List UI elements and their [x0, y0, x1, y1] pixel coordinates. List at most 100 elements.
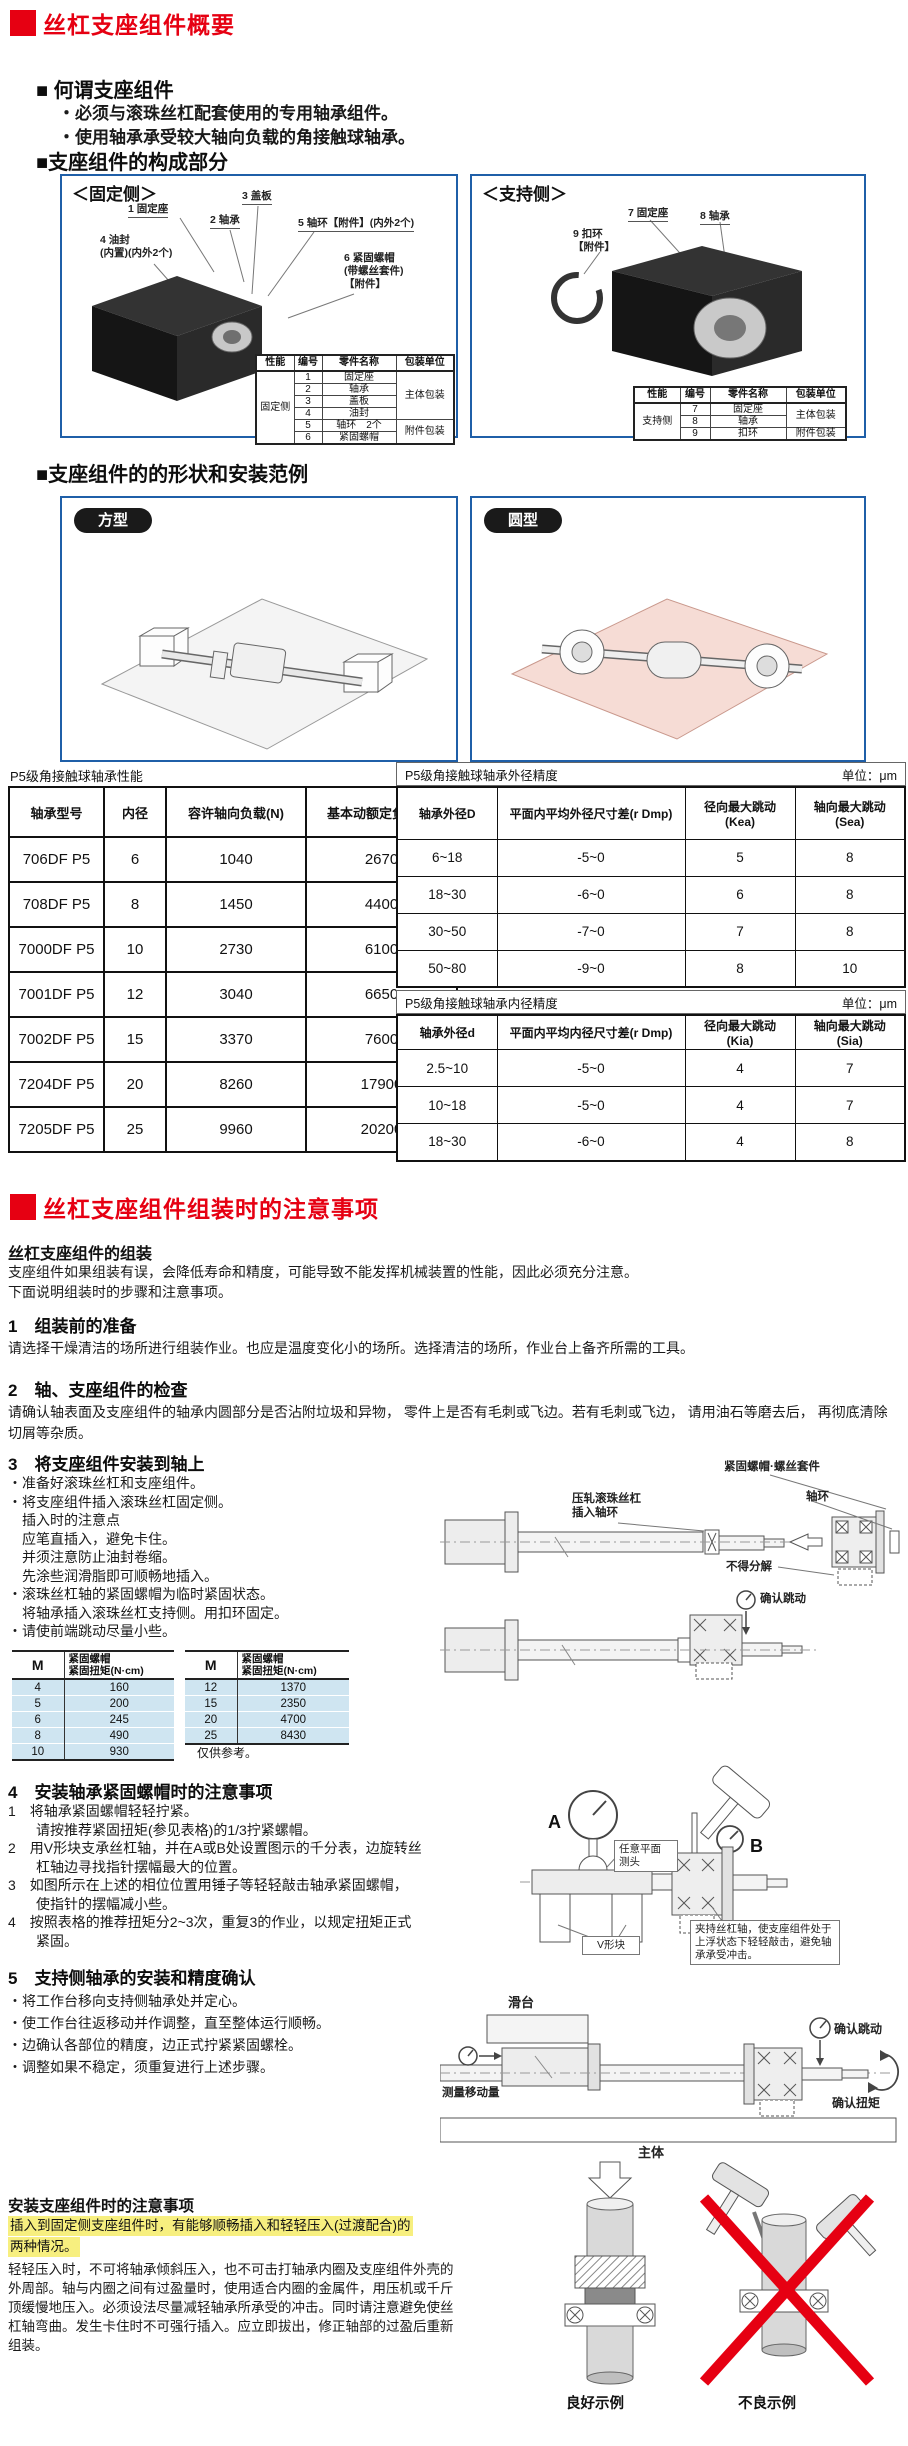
callout-lock-nut: 6 紧固螺帽 (带螺丝套件) 【附件】 [344, 252, 404, 291]
table-row: 30~50 -7~0 7 8 [396, 912, 906, 951]
label-check-runout-5: 确认跳动 [834, 2022, 883, 2036]
table-row: 12 1370 [185, 1678, 349, 1696]
col-header-m: M [185, 1651, 238, 1680]
label-slide-table: 滑台 [508, 1995, 535, 2010]
final-body: 轻轻压入时，不可将轴承倾斜压入，也不可击打轴承内圈及支座组件外壳的外周部。轴与内… [8, 2262, 454, 2353]
table-cell: 4 [12, 1678, 65, 1696]
table-row: 7000DF P5 10 2730 6100 [8, 926, 458, 973]
table-cell: 8 [794, 838, 906, 877]
notes-title: 丝杠支座组件组装时的注意事项 [43, 1196, 379, 1222]
step4-line: 4 按照表格的推荐扭矩分2~3次，重复3的作业，以规定扭矩正式 [8, 1914, 412, 1930]
table-cell: 2730 [165, 926, 307, 973]
col-header: 编号 [679, 386, 711, 404]
heading-what-is: ■ 何谓支座组件 [36, 80, 174, 102]
highlight-text-2: 两种情况。 [8, 2237, 80, 2257]
final-highlight-1: 插入到固定侧支座组件时，有能够顺畅插入和轻轻压入(过渡配合)的 [8, 2216, 413, 2236]
step3-line: 插入时的注意点 [8, 1512, 120, 1528]
table-header-row: 轴承外径d 平面内平均内径尺寸差(r Dmp) 径向最大跳动 (Kia) 轴向最… [396, 1014, 906, 1050]
table-cell: 10 [794, 949, 906, 988]
torque-note: 仅供参考。 [197, 1746, 258, 1760]
packaging-cell: 附件包装 [785, 427, 847, 441]
table-row: 7001DF P5 12 3040 6650 [8, 971, 458, 1018]
table-row: 2 轴承 [256, 383, 454, 396]
step4-diagram [520, 1765, 788, 1943]
support-side-label: ＜支持侧＞ [482, 185, 567, 204]
table-cell: 9960 [165, 1106, 307, 1153]
torque-header-line1: 紧固螺帽 [68, 1653, 111, 1665]
table-cell: 8 [679, 415, 711, 428]
intro-line-1: 支座组件如果组装有误，会降低寿命和精度，可能导致不能发挥机械装置的性能，因此必须… [8, 1264, 638, 1280]
table-row: 18~30 -6~0 6 8 [396, 875, 906, 914]
col-header: 性能 [255, 354, 295, 372]
table-cell: 30~50 [396, 912, 498, 951]
step4-line: 1 将轴承紧固螺帽轻轻拧紧。 [8, 1803, 198, 1819]
table-row: 6 紧固螺帽 [256, 431, 454, 445]
table-cell: 1370 [237, 1678, 349, 1696]
callout-support-bearing: 8 轴承 [700, 210, 730, 225]
step2-text: 请确认轴表面及支座组件的轴承内圆部分是否沾附垃圾和异物， 零件上是否有毛刺或飞边… [8, 1404, 888, 1441]
label-press-line2: 插入轴环 [572, 1507, 618, 1519]
col-header: 轴承外径d [396, 1014, 498, 1050]
col-header: 径向最大跳动 (Kia) [684, 1014, 796, 1050]
table-cell: -6~0 [496, 1123, 686, 1161]
table-row: 性能 编号 零件名称 包装单位 [255, 354, 455, 372]
table-header-row: M 紧固螺帽 紧固扭矩(N·cm) [185, 1651, 349, 1680]
table-cell: 7204DF P5 [8, 1061, 105, 1108]
table-row: 25 8430 [185, 1727, 349, 1744]
table-row: 8 490 [12, 1727, 174, 1744]
col-header: 性能 [633, 386, 681, 404]
square-type-box: 方型 [60, 496, 458, 762]
table-cell: 扣环 [709, 427, 787, 441]
notes-title-row: 丝杠支座组件组装时的注意事项 [10, 1190, 379, 1224]
col-header: 内径 [103, 786, 167, 838]
table-row: 6~18 -5~0 5 8 [396, 838, 906, 877]
table-cell: 8 [684, 949, 796, 988]
final-heading: 安装支座组件时的注意事项 [8, 2198, 195, 2215]
table-cell: 10 [12, 1743, 65, 1760]
step2-heading: 2 轴、支座组件的检查 [8, 1381, 188, 1400]
step3-line: ・准备好滚珠丝杠和支座组件。 [8, 1475, 204, 1491]
label-gauge-a: A [548, 1812, 561, 1832]
table-cell: 6 [684, 875, 796, 914]
label-main-body: 主体 [638, 2145, 665, 2160]
inner-precision-table: 轴承外径d 平面内平均内径尺寸差(r Dmp) 径向最大跳动 (Kia) 轴向最… [396, 1014, 906, 1162]
table-cell: 1450 [165, 881, 307, 928]
table-cell: 930 [64, 1743, 174, 1760]
fixed-side-label: ＜固定侧＞ [72, 185, 157, 204]
col-header: 轴承型号 [8, 786, 105, 838]
label-press-line1: 压轧滚珠丝杠 [572, 1493, 641, 1505]
label-check-runout-3: 确认跳动 [760, 1593, 806, 1605]
table-cell: 轴承 [709, 415, 787, 428]
table-cell: 7001DF P5 [8, 971, 105, 1018]
table-cell: 固定座 [709, 402, 787, 416]
table-row: 10 930 [12, 1743, 174, 1760]
table-cell: 18~30 [396, 875, 498, 914]
table-row: 9 扣环 附件包装 [634, 427, 847, 441]
label-press-insert: 压轧滚珠丝杠 插入轴环 [572, 1492, 641, 1520]
callout-line3: 承承受冲击。 [695, 1949, 758, 1961]
support-side-parts-table: 性能 编号 零件名称 包装单位 支持侧 7 固定座 主体包装 8 轴承 9 扣环 附件… [633, 386, 847, 441]
table-cell: 7205DF P5 [8, 1106, 105, 1153]
press-down-arrow-icon [587, 2161, 633, 2199]
table-cell: 50~80 [396, 949, 498, 988]
step5-line: ・使工作台往返移动并作调整，直至整体运行顺畅。 [8, 2015, 330, 2031]
table-header-row: 轴承外径D 平面内平均外径尺寸差(r Dmp) 径向最大跳动 (Kea) 轴向最… [396, 786, 906, 840]
table-row: 7002DF P5 15 3370 7600 [8, 1016, 458, 1063]
table-cell: 轴环 2个 [321, 419, 397, 432]
table-cell: 9 [679, 427, 711, 441]
callout-cover-plate: 3 盖板 [242, 190, 272, 205]
label-check-torque: 确认扭矩 [832, 2096, 881, 2110]
table-row: 706DF P5 6 1040 2670 [8, 836, 458, 883]
round-type-drawing [510, 598, 829, 740]
table-cell: 6~18 [396, 838, 498, 877]
callout-lock-nut-line1: 6 紧固螺帽 [344, 252, 395, 264]
col-header: 编号 [293, 354, 323, 372]
table-row: 5 轴环 2个 附件包装 [256, 419, 455, 445]
step5-bullets: ・将工作台移向支持侧轴承处并定心。 ・使工作台往返移动并作调整，直至整体运行顺畅… [8, 1990, 330, 2078]
step5-line: ・边确认各部位的精度，边正式拧紧紧固螺栓。 [8, 2037, 302, 2053]
inner-table-unit: 单位：μm [841, 996, 897, 1011]
heading-shapes: ■支座组件的的形状和安装范例 [36, 464, 309, 486]
table-row: 7205DF P5 25 9960 20200 [8, 1106, 458, 1153]
table-cell: 7000DF P5 [8, 926, 105, 973]
table-cell: 4 [293, 407, 323, 420]
